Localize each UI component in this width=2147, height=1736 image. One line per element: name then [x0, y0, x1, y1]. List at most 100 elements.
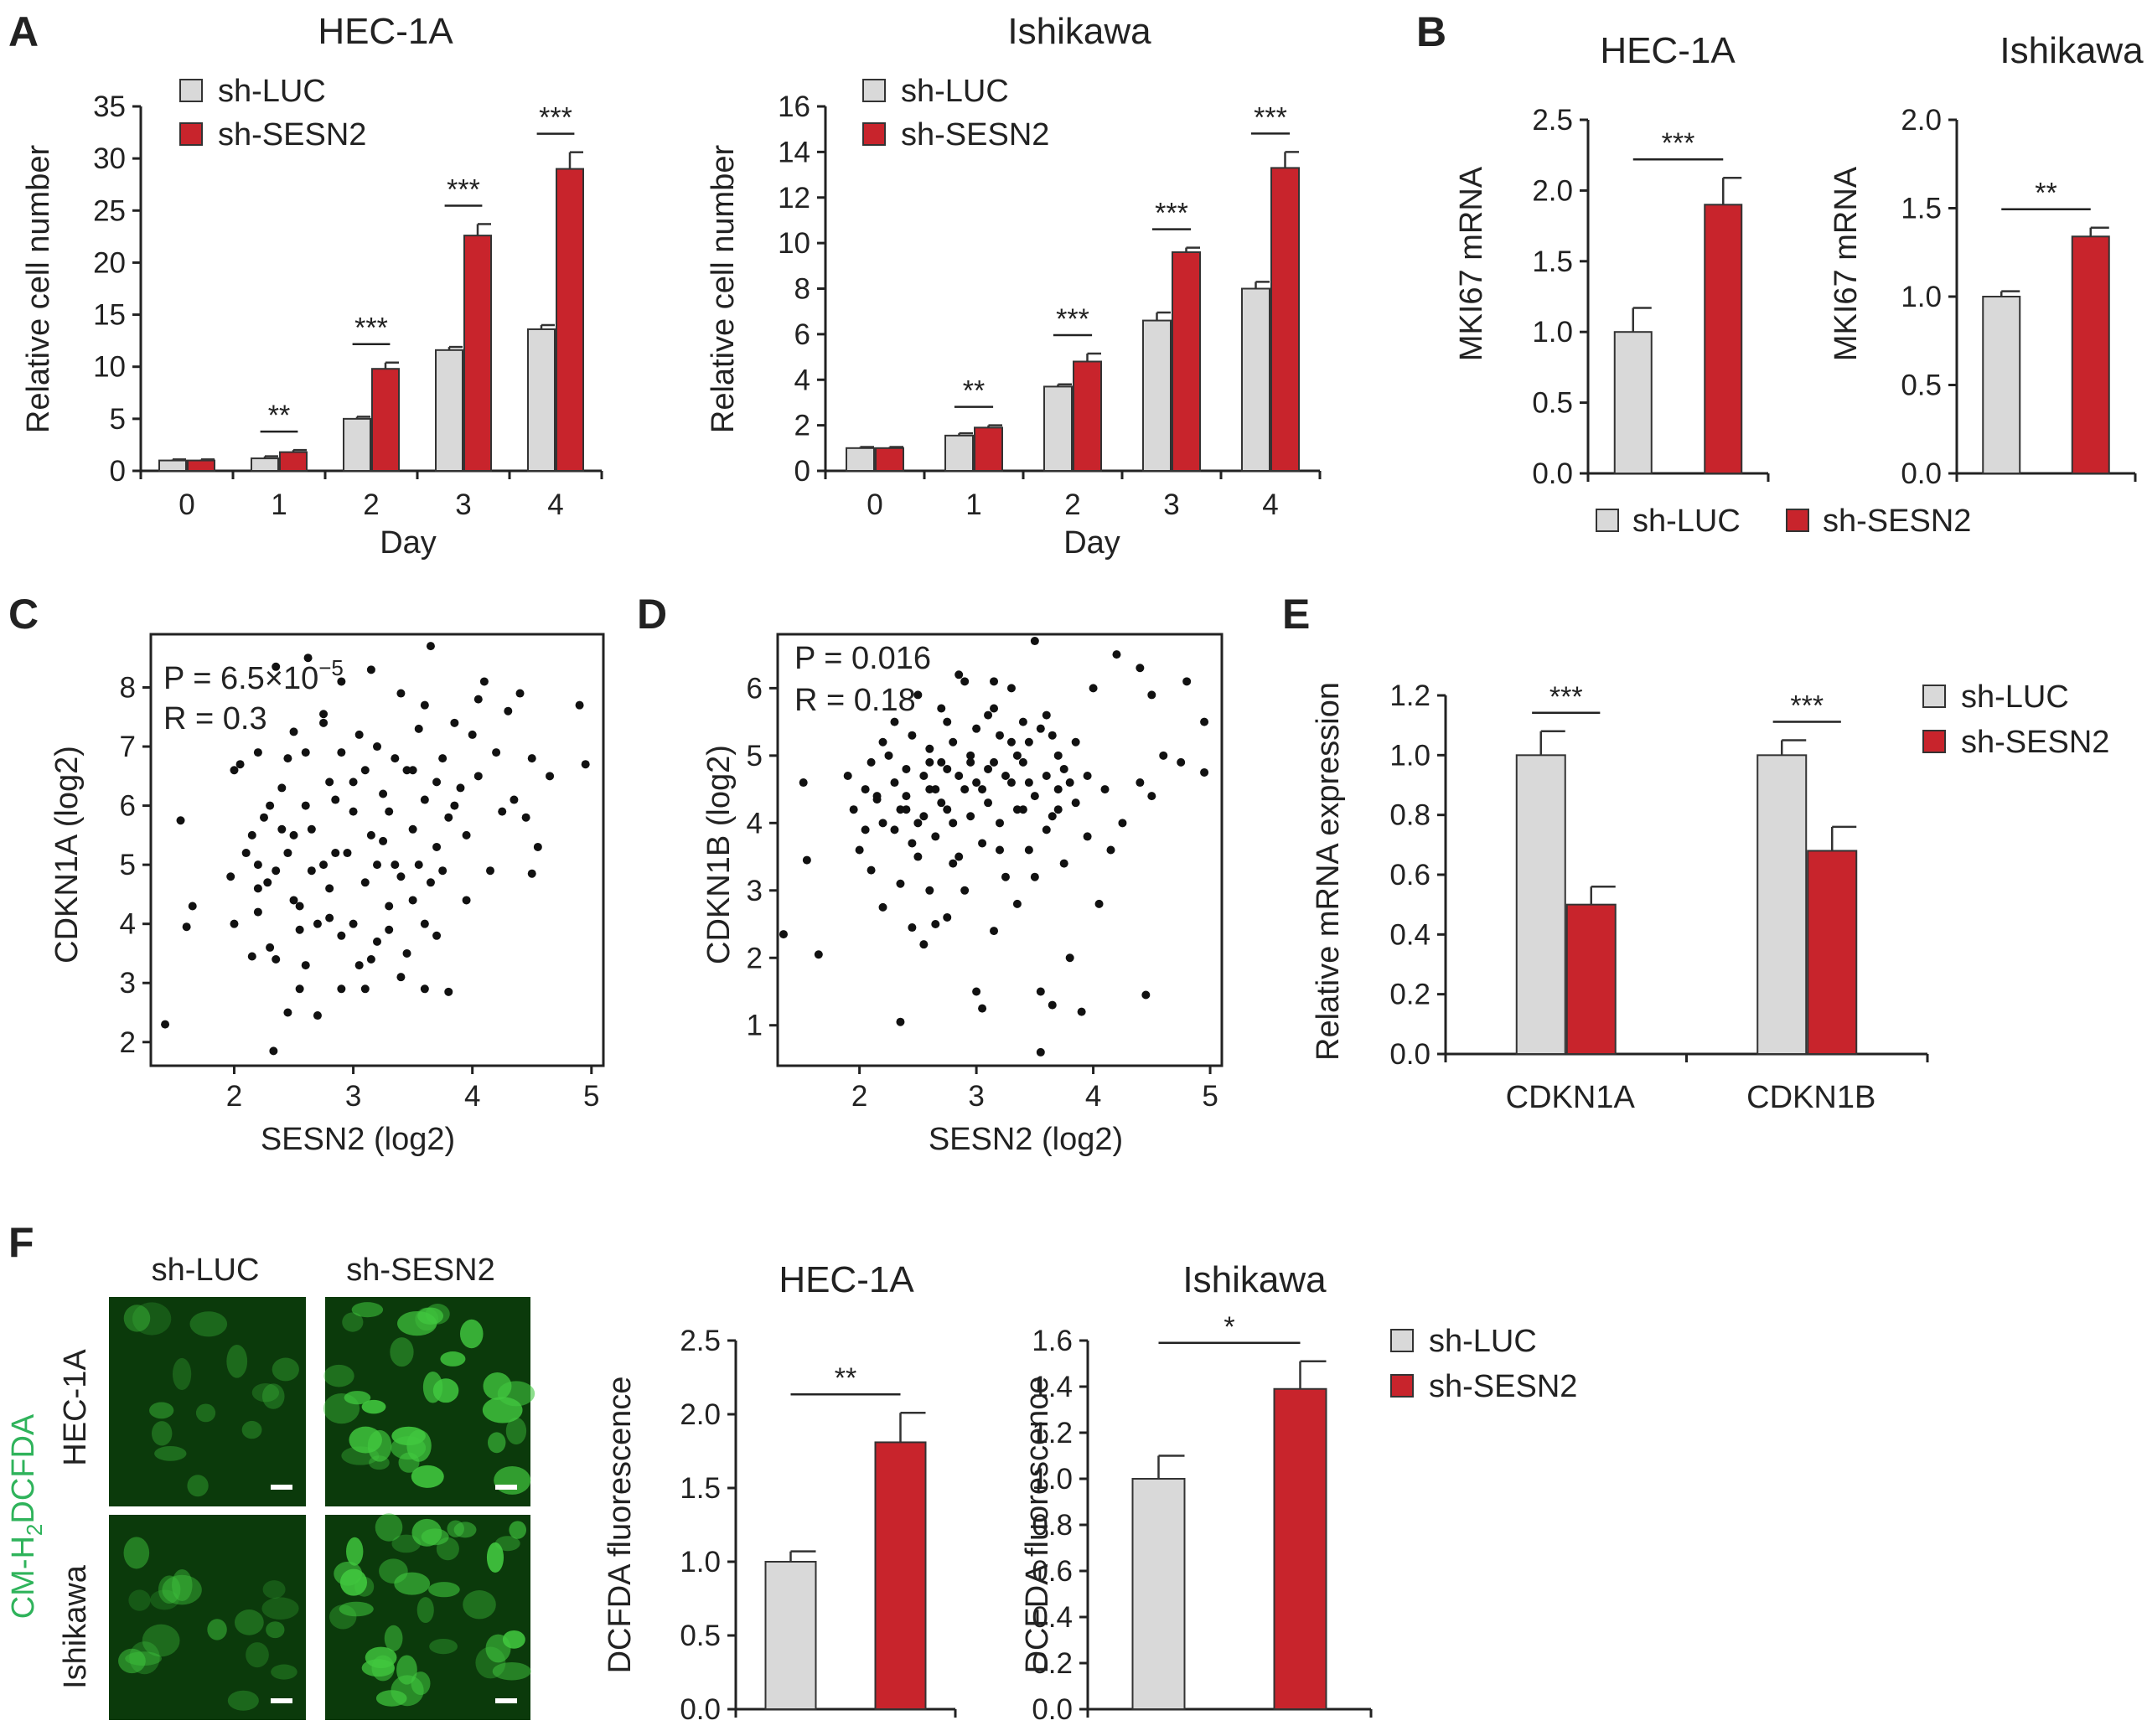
micro-row-label-ishikawa: Ishikawa — [58, 1564, 93, 1689]
scatter-point — [972, 724, 981, 733]
scatter-point — [943, 805, 952, 814]
bar-sh-sesn2 — [874, 1441, 927, 1710]
fluorescent-cell — [246, 1642, 269, 1668]
x-tick-label: 2 — [1064, 488, 1080, 521]
scatter-point — [515, 689, 525, 698]
y-tick-label: 16 — [778, 90, 810, 123]
micro-images — [109, 1297, 535, 1720]
fluorescent-cell — [172, 1357, 192, 1391]
scatter-point — [272, 955, 281, 964]
fluorescent-cell — [251, 1382, 280, 1403]
scatter-point — [913, 690, 923, 700]
y-tick-label: 14 — [778, 136, 810, 168]
x-tick-label: 4 — [547, 488, 563, 521]
x-tick-label: 0 — [867, 488, 882, 521]
scatter-point — [1042, 825, 1051, 834]
scatter-point — [1065, 953, 1074, 963]
scatter-point — [990, 927, 999, 936]
fluorescent-cell — [440, 1351, 466, 1367]
y-tick-label: 8 — [794, 273, 810, 306]
bar-sh-luc — [1131, 1478, 1186, 1710]
chart-title: Ishikawa — [1007, 11, 1151, 52]
fluorescent-cell — [262, 1580, 286, 1599]
scatter-point — [349, 778, 358, 787]
scatter-point — [295, 925, 304, 934]
legend-swatch-sh-luc — [1922, 685, 1946, 708]
scatter-point — [1012, 751, 1022, 760]
scatter-point — [331, 795, 340, 804]
scatter-point — [253, 748, 262, 757]
scatter-point — [473, 772, 483, 781]
p-value-text: P = 0.016 — [794, 641, 931, 676]
y-tick-label: 2.5 — [1532, 104, 1573, 137]
bar-sh-sesn2 — [1073, 360, 1102, 472]
significance-stars: *** — [1155, 198, 1188, 230]
legend: sh-LUC sh-SESN2 — [862, 74, 1049, 152]
scatter-point — [360, 878, 370, 887]
fluorescent-cell — [411, 1518, 442, 1547]
y-tick-label: 0.5 — [1532, 387, 1573, 420]
significance-stars: *** — [447, 173, 480, 205]
x-axis-label: SESN2 (log2) — [929, 1122, 1123, 1157]
significance-stars: * — [1224, 1311, 1234, 1343]
scatter-point — [1147, 792, 1156, 801]
y-tick-label: 0.0 — [680, 1693, 721, 1726]
scatter-point — [468, 730, 477, 739]
micro-background — [109, 1297, 306, 1506]
scatter-point — [253, 884, 262, 893]
scatter-point — [937, 704, 946, 713]
scatter-point — [325, 913, 334, 922]
legend-swatch-sh-luc — [179, 79, 203, 102]
scatter-point — [432, 931, 442, 940]
scatter-point — [779, 930, 788, 939]
fluorescent-cell — [494, 1536, 520, 1552]
scatter-point — [1089, 684, 1098, 693]
scatter-point — [360, 766, 370, 775]
scatter-point — [984, 710, 993, 720]
scatter-point — [890, 778, 899, 788]
stain-label: CM-H2DCFDA — [6, 1413, 47, 1619]
fluorescent-cell — [361, 1399, 386, 1414]
fluorescent-cell — [346, 1537, 364, 1566]
fluorescent-cell — [162, 1574, 202, 1605]
fluorescent-cell — [195, 1403, 216, 1423]
scatter-point — [843, 771, 852, 780]
scatter-point — [966, 751, 975, 760]
legend-label-sh-sesn2: sh-SESN2 — [1961, 725, 2109, 760]
scatter-point — [462, 830, 471, 840]
y-tick-label: 1.0 — [1901, 281, 1942, 313]
fluorescent-cell — [226, 1344, 248, 1378]
scatter-point — [373, 742, 381, 752]
micro-hec1a-sh-luc — [109, 1297, 306, 1506]
scatter-point — [307, 866, 316, 876]
chart-title: HEC-1A — [318, 11, 453, 52]
y-tick-label: 2.5 — [680, 1325, 721, 1357]
y-tick-label: 1.2 — [1389, 679, 1430, 712]
scatter-point — [337, 984, 346, 994]
micro-ishikawa-sh-sesn2 — [325, 1513, 531, 1720]
y-tick-label: 5 — [120, 849, 136, 881]
scatter-point — [247, 830, 256, 840]
scatter-point — [1001, 872, 1010, 881]
scatter-point — [1100, 785, 1110, 794]
micro-col-label-sh-luc: sh-LUC — [152, 1253, 260, 1288]
fluorescent-cell — [391, 1534, 422, 1553]
fluorescent-cell — [261, 1597, 299, 1620]
scatter-point — [890, 825, 899, 834]
scatter-point — [1006, 684, 1016, 693]
y-tick-label: 0.5 — [680, 1620, 721, 1652]
scatter-point — [289, 727, 298, 736]
scatter-point — [307, 824, 316, 834]
scatter-point — [438, 754, 448, 763]
scatter-point — [1182, 677, 1192, 686]
fluorescent-cell — [390, 1337, 414, 1367]
bar-sh-sesn2 — [2071, 235, 2110, 474]
scatter-point — [533, 842, 542, 851]
fluorescent-cell — [483, 1372, 512, 1400]
x-tick-label: 3 — [1163, 488, 1179, 521]
scatter-point — [272, 662, 281, 671]
fluorescent-cell — [123, 1537, 150, 1569]
scatter-point — [373, 860, 381, 870]
y-tick-label: 30 — [93, 142, 126, 175]
panel-label-c: C — [8, 591, 39, 638]
